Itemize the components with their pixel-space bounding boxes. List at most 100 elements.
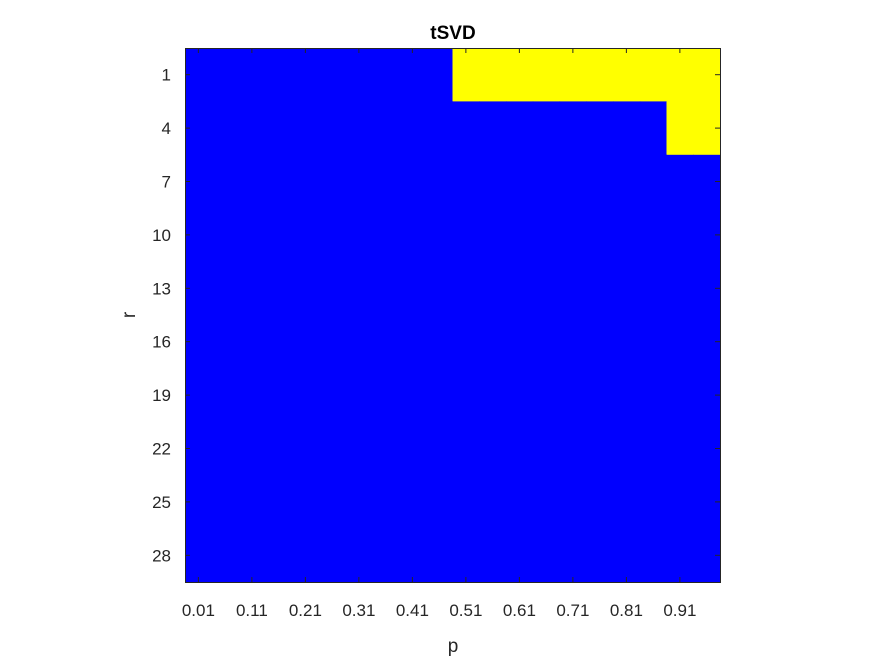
heatmap-cell <box>238 368 266 423</box>
heatmap-cell <box>211 261 240 316</box>
heatmap-cell <box>666 315 694 369</box>
heatmap-cell <box>479 528 507 583</box>
heatmap-cell <box>292 368 320 423</box>
heatmap-cell <box>265 101 293 156</box>
heatmap-cell <box>399 315 427 369</box>
x-tick-label: 0.21 <box>289 601 322 620</box>
heatmap-cell <box>425 315 454 369</box>
heatmap-cell <box>559 368 587 423</box>
heatmap-cell <box>452 208 480 263</box>
heatmap-cell <box>211 475 240 530</box>
heatmap-cell <box>292 154 320 209</box>
heatmap-cell <box>211 421 240 476</box>
heatmap-cell <box>506 48 534 102</box>
heatmap-cell <box>559 475 587 530</box>
y-tick-label: 1 <box>162 66 171 85</box>
heatmap-cell <box>532 315 561 369</box>
heatmap-cell <box>613 368 641 423</box>
heatmap-cell <box>639 208 668 263</box>
heatmap-cell <box>666 528 694 583</box>
heatmap-cell <box>265 528 293 583</box>
y-tick-label: 19 <box>152 386 171 405</box>
heatmap-cell <box>238 208 266 263</box>
heatmap-cell <box>639 315 668 369</box>
heatmap-cell <box>479 101 507 156</box>
heatmap-cell <box>586 261 614 316</box>
heatmap-cell <box>639 261 668 316</box>
y-tick-label: 13 <box>152 279 171 298</box>
heatmap-cell <box>238 475 266 530</box>
heatmap-cell <box>666 368 694 423</box>
x-tick-labels: 0.01 0.11 0.21 0.31 0.41 0.51 0.61 0.71 0.81 0.91 <box>182 601 697 620</box>
heatmap-cell <box>211 528 240 583</box>
heatmap-cell <box>425 261 454 316</box>
heatmap-cell <box>479 421 507 476</box>
heatmap-cell <box>639 528 668 583</box>
heatmap-cell <box>613 528 641 583</box>
heatmap-cell <box>479 154 507 209</box>
x-tick-label: 0.41 <box>396 601 429 620</box>
heatmap-cell <box>452 528 480 583</box>
heatmap-cell <box>292 421 320 476</box>
heatmap-cell <box>532 154 561 209</box>
heatmap-cell <box>613 208 641 263</box>
heatmap-cell <box>292 315 320 369</box>
heatmap-cell <box>345 421 373 476</box>
heatmap-cell <box>506 475 534 530</box>
heatmap-cell <box>345 154 373 209</box>
heatmap-cell <box>613 475 641 530</box>
heatmap-cell <box>506 421 534 476</box>
heatmap-cell <box>318 208 347 263</box>
heatmap-cell <box>211 101 240 156</box>
heatmap-cell <box>425 475 454 530</box>
y-tick-label: 28 <box>152 546 171 565</box>
y-tick-label: 25 <box>152 493 171 512</box>
heatmap-cell <box>479 208 507 263</box>
heatmap-cell <box>452 154 480 209</box>
heatmap-cell <box>425 208 454 263</box>
heatmap-cell <box>639 48 668 102</box>
heatmap-cell <box>211 368 240 423</box>
heatmap-cell <box>666 48 694 102</box>
heatmap-cell <box>532 208 561 263</box>
heatmap-cell <box>318 528 347 583</box>
heatmap-cell <box>265 154 293 209</box>
heatmap-cell <box>586 368 614 423</box>
x-tick-label: 0.31 <box>342 601 375 620</box>
heatmap-cell <box>345 368 373 423</box>
heatmap-cell <box>666 208 694 263</box>
heatmap-cell <box>559 48 587 102</box>
heatmap-cell <box>586 475 614 530</box>
heatmap-cell <box>372 368 400 423</box>
heatmap-cell <box>399 208 427 263</box>
heatmap-cell <box>265 261 293 316</box>
heatmap-cell <box>372 101 400 156</box>
heatmap-cell <box>639 101 668 156</box>
heatmap-cell <box>318 261 347 316</box>
heatmap-cell <box>399 421 427 476</box>
heatmap-cell <box>532 261 561 316</box>
heatmap-cell <box>292 528 320 583</box>
x-axis-label: p <box>448 636 459 656</box>
heatmap-cell <box>559 208 587 263</box>
heatmap-cell <box>345 208 373 263</box>
heatmap-cell <box>238 261 266 316</box>
heatmap-cell <box>372 315 400 369</box>
x-tick-label: 0.91 <box>663 601 696 620</box>
heatmap-cell <box>425 421 454 476</box>
heatmap-cell <box>318 368 347 423</box>
heatmap-cells <box>185 48 721 583</box>
x-tick-label: 0.71 <box>556 601 589 620</box>
heatmap-cell <box>586 208 614 263</box>
heatmap-cell <box>506 261 534 316</box>
heatmap-cell <box>292 48 320 102</box>
heatmap-cell <box>238 154 266 209</box>
heatmap-cell <box>318 421 347 476</box>
heatmap-cell <box>479 48 507 102</box>
heatmap-cell <box>532 368 561 423</box>
heatmap-cell <box>532 48 561 102</box>
heatmap-cell <box>399 368 427 423</box>
heatmap-cell <box>452 475 480 530</box>
heatmap-cell <box>399 154 427 209</box>
heatmap-cell <box>559 101 587 156</box>
